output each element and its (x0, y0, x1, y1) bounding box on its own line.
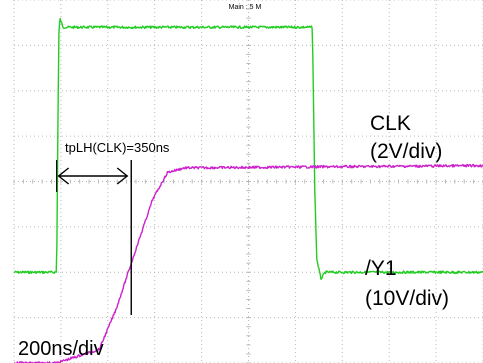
trace-y1 (13, 163, 483, 363)
tplh-arrow-head-right (116, 167, 129, 185)
tplh-arrow-head-left (57, 167, 70, 185)
time-per-div-label: 200ns/div (18, 338, 104, 360)
measurement-markers (56, 160, 132, 315)
timebase-label: Main : 5 M (229, 4, 262, 11)
series-scale-clk: (2V/div) (370, 140, 442, 163)
series-label-y1: /Y1 (365, 257, 397, 280)
tplh-annotation: tpLH(CLK)=350ns (65, 140, 170, 155)
series-label-clk: CLK (370, 112, 411, 135)
traces (13, 17, 483, 363)
grid (13, 0, 483, 363)
series-scale-y1: (10V/div) (365, 287, 449, 310)
trace-clk (13, 17, 483, 280)
